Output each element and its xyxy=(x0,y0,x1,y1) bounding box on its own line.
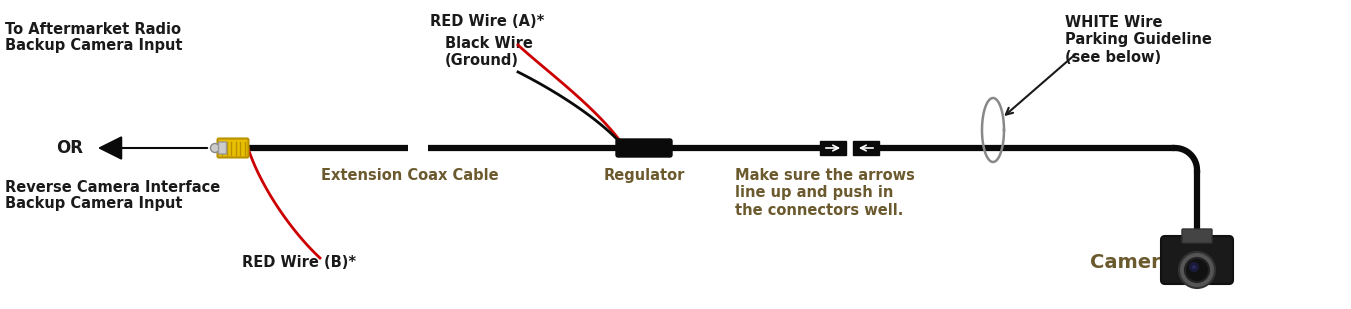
FancyBboxPatch shape xyxy=(820,141,846,155)
Text: Regulator: Regulator xyxy=(604,168,685,183)
FancyBboxPatch shape xyxy=(219,142,227,154)
FancyBboxPatch shape xyxy=(1161,236,1233,284)
Circle shape xyxy=(1189,262,1198,272)
Circle shape xyxy=(1192,265,1196,269)
Text: Reverse Camera Interface: Reverse Camera Interface xyxy=(5,180,220,195)
Text: Make sure the arrows
line up and push in
the connectors well.: Make sure the arrows line up and push in… xyxy=(735,168,915,218)
Text: Camera: Camera xyxy=(1090,252,1174,272)
Text: Extension Coax Cable: Extension Coax Cable xyxy=(322,168,499,183)
FancyBboxPatch shape xyxy=(218,138,249,158)
Circle shape xyxy=(211,143,219,153)
Text: WHITE Wire
Parking Guideline
(see below): WHITE Wire Parking Guideline (see below) xyxy=(1065,15,1212,65)
Text: RED Wire (B)*: RED Wire (B)* xyxy=(242,255,357,270)
Text: To Aftermarket Radio: To Aftermarket Radio xyxy=(5,22,181,37)
Circle shape xyxy=(1185,258,1209,282)
Text: OR: OR xyxy=(57,139,84,157)
Text: RED Wire (A)*: RED Wire (A)* xyxy=(430,14,544,29)
Text: Backup Camera Input: Backup Camera Input xyxy=(5,38,182,53)
Circle shape xyxy=(1179,252,1215,288)
Text: Black Wire
(Ground): Black Wire (Ground) xyxy=(444,36,532,68)
Text: Backup Camera Input: Backup Camera Input xyxy=(5,196,182,211)
FancyBboxPatch shape xyxy=(852,141,880,155)
FancyBboxPatch shape xyxy=(1182,229,1212,243)
FancyBboxPatch shape xyxy=(616,139,671,157)
